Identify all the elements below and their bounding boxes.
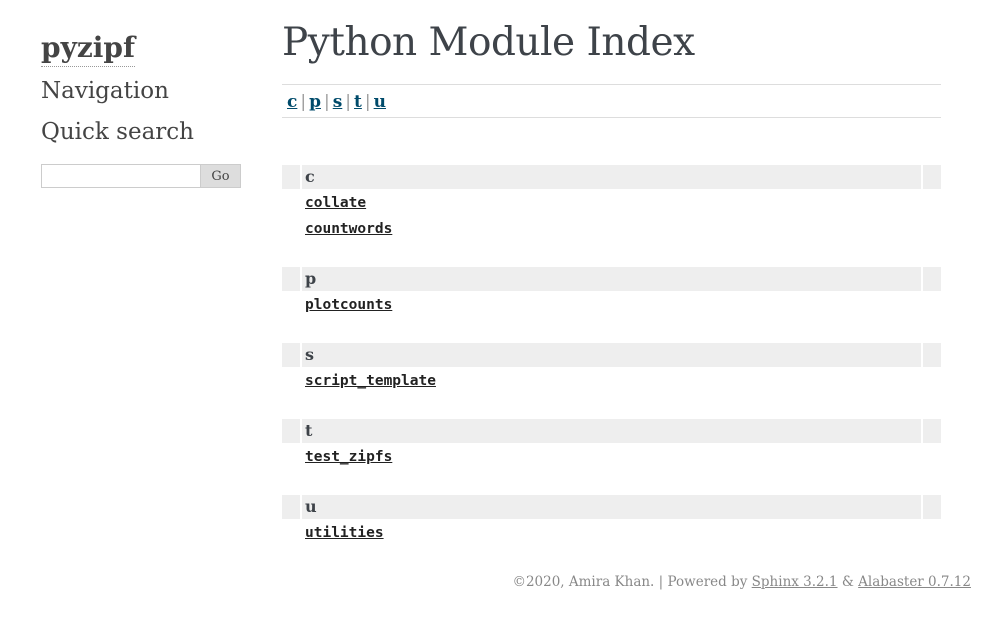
footer-separator: | bbox=[658, 574, 664, 590]
group-header: p bbox=[282, 267, 941, 291]
group-c: c collate countwords bbox=[282, 165, 941, 267]
letter-separator: | bbox=[364, 92, 371, 112]
group-letter: t bbox=[302, 419, 921, 443]
letter-link-t[interactable]: t bbox=[354, 92, 362, 112]
group-header: c bbox=[282, 165, 941, 189]
letter-separator: | bbox=[300, 92, 307, 112]
module-row: collate bbox=[282, 189, 941, 215]
group-t: t test_zipfs bbox=[282, 419, 941, 495]
group-letter: c bbox=[302, 165, 921, 189]
module-link-utilities[interactable]: utilities bbox=[305, 525, 384, 541]
module-index-table: c collate countwords p plotcounts s scri… bbox=[282, 165, 941, 545]
group-header: t bbox=[282, 419, 941, 443]
letter-link-s[interactable]: s bbox=[332, 92, 343, 112]
module-link-collate[interactable]: collate bbox=[305, 195, 367, 211]
logo-link[interactable]: pyzipf bbox=[41, 30, 136, 67]
letter-index-bar: c | p | s | t | u bbox=[282, 84, 941, 118]
powered-by-text: Powered by bbox=[667, 574, 748, 590]
group-header: s bbox=[282, 343, 941, 367]
navigation-heading: Navigation bbox=[41, 78, 169, 104]
group-s: s script_template bbox=[282, 343, 941, 419]
module-row: plotcounts bbox=[282, 291, 941, 317]
search-form: Go bbox=[41, 164, 241, 188]
module-link-test-zipfs[interactable]: test_zipfs bbox=[305, 449, 393, 465]
sphinx-link[interactable]: Sphinx 3.2.1 bbox=[751, 574, 838, 590]
ampersand-text: & bbox=[841, 574, 854, 590]
group-p: p plotcounts bbox=[282, 267, 941, 343]
page-title: Python Module Index bbox=[282, 20, 695, 65]
module-row: test_zipfs bbox=[282, 443, 941, 469]
group-u: u utilities bbox=[282, 495, 941, 545]
letter-link-c[interactable]: c bbox=[287, 92, 298, 112]
sidebar: pyzipf Navigation Quick search Go bbox=[41, 30, 241, 188]
group-header: u bbox=[282, 495, 941, 519]
module-row: countwords bbox=[282, 215, 941, 241]
letter-separator: | bbox=[323, 92, 330, 112]
group-letter: p bbox=[302, 267, 921, 291]
module-link-plotcounts[interactable]: plotcounts bbox=[305, 297, 393, 313]
module-row: utilities bbox=[282, 519, 941, 545]
quick-search-heading: Quick search bbox=[41, 119, 194, 145]
module-link-countwords[interactable]: countwords bbox=[305, 221, 393, 237]
copyright-text: ©2020, Amira Khan. bbox=[512, 574, 655, 590]
group-letter: s bbox=[302, 343, 921, 367]
alabaster-link[interactable]: Alabaster 0.7.12 bbox=[858, 574, 971, 590]
module-row: script_template bbox=[282, 367, 941, 393]
go-button[interactable]: Go bbox=[201, 164, 241, 188]
search-input[interactable] bbox=[41, 164, 201, 188]
module-link-script-template[interactable]: script_template bbox=[305, 373, 436, 389]
letter-link-u[interactable]: u bbox=[373, 92, 386, 112]
letter-separator: | bbox=[345, 92, 352, 112]
group-letter: u bbox=[302, 495, 921, 519]
footer: ©2020, Amira Khan. | Powered by Sphinx 3… bbox=[512, 574, 971, 590]
letter-link-p[interactable]: p bbox=[309, 92, 321, 112]
